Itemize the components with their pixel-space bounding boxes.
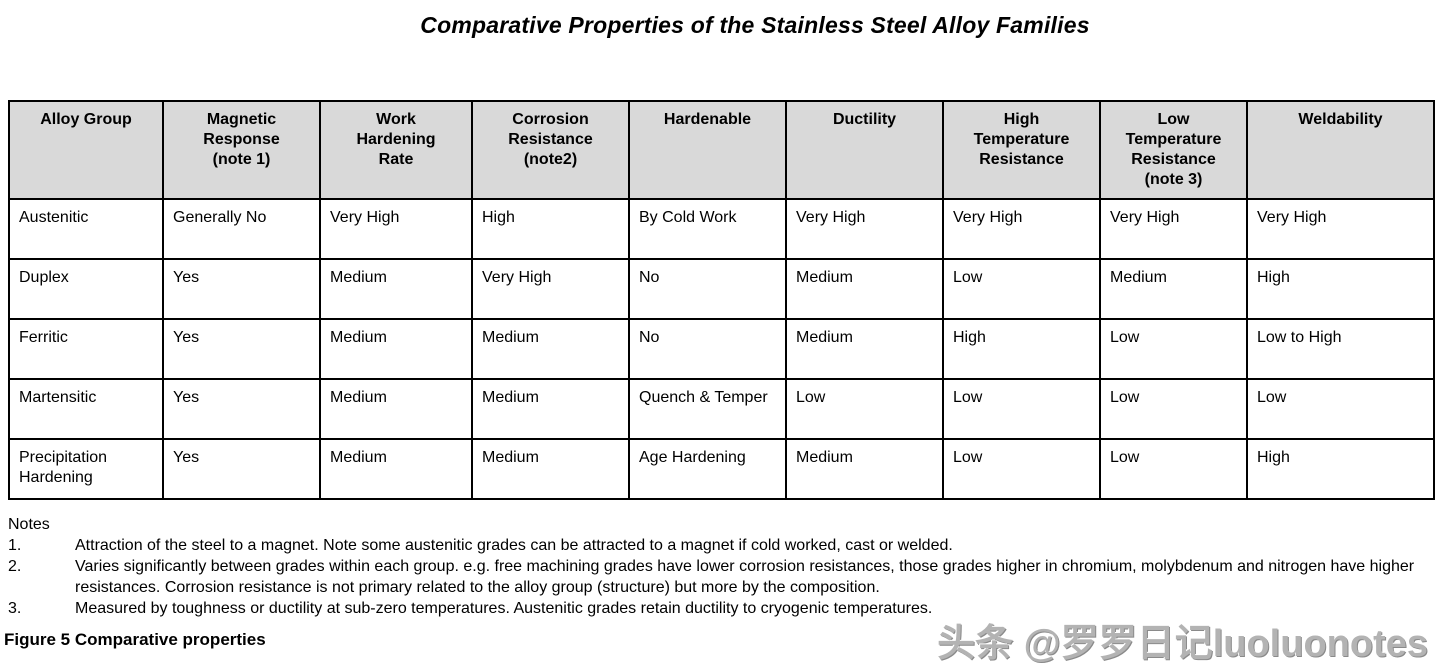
- data-cell: Medium: [319, 258, 473, 320]
- note-number: 3.: [8, 600, 22, 617]
- data-cell: Medium: [785, 318, 944, 380]
- notes-section: Notes 1. Attraction of the steel to a mag…: [8, 514, 1436, 619]
- data-cell: High: [1246, 258, 1435, 320]
- data-cell: Medium: [471, 378, 630, 440]
- data-cell: Medium: [471, 438, 630, 500]
- table-row: Precipitation Hardening Yes Medium Medium Ag…: [8, 438, 1435, 500]
- table-row: Duplex Yes Medium Very High No Medium Low Mediu…: [8, 258, 1435, 320]
- data-cell: Low: [785, 378, 944, 440]
- note-number: 2.: [8, 558, 22, 575]
- data-cell: Very High: [942, 198, 1101, 260]
- data-cell: Yes: [162, 438, 321, 500]
- data-cell: Low: [1099, 378, 1248, 440]
- column-header-6: High Temperature Resistance: [942, 100, 1101, 200]
- data-cell: Medium: [471, 318, 630, 380]
- column-header-2: Work Hardening Rate: [319, 100, 473, 200]
- data-cell: High: [471, 198, 630, 260]
- row-header-cell: Precipitation Hardening: [8, 438, 164, 500]
- notes-list: 1. Attraction of the steel to a magnet. N…: [8, 535, 1436, 619]
- header-row: Alloy Group Magnetic Response (note 1) Wor…: [8, 100, 1435, 200]
- data-cell: Very High: [471, 258, 630, 320]
- data-cell: By Cold Work: [628, 198, 787, 260]
- note-text: Varies significantly between grades with…: [75, 558, 1415, 596]
- column-header-8: Weldability: [1246, 100, 1435, 200]
- data-cell: Low: [942, 378, 1101, 440]
- row-header-cell: Duplex: [8, 258, 164, 320]
- data-cell: Low: [1246, 378, 1435, 440]
- data-cell: Medium: [319, 438, 473, 500]
- data-cell: Yes: [162, 378, 321, 440]
- data-cell: Very High: [319, 198, 473, 260]
- data-cell: Medium: [785, 438, 944, 500]
- column-header-7: Low Temperature Resistance (note 3): [1099, 100, 1248, 200]
- data-cell: Low: [942, 438, 1101, 500]
- data-cell: Low: [1099, 318, 1248, 380]
- note-item: 2. Varies significantly between grades wi…: [8, 556, 1436, 598]
- properties-table: Alloy Group Magnetic Response (note 1) Wor…: [8, 100, 1435, 500]
- data-cell: Very High: [1099, 198, 1248, 260]
- column-header-4: Hardenable: [628, 100, 787, 200]
- notes-heading: Notes: [8, 516, 50, 533]
- table-row: Austenitic Generally No Very High High By Co…: [8, 198, 1435, 260]
- data-cell: High: [942, 318, 1101, 380]
- note-number: 1.: [8, 537, 22, 554]
- table-row: Martensitic Yes Medium Medium Quench & Tempe…: [8, 378, 1435, 440]
- data-cell: Medium: [785, 258, 944, 320]
- note-item: 3. Measured by toughness or ductility at …: [8, 598, 1436, 619]
- data-cell: Very High: [1246, 198, 1435, 260]
- column-header-0: Alloy Group: [8, 100, 164, 200]
- column-header-5: Ductility: [785, 100, 944, 200]
- data-cell: Low to High: [1246, 318, 1435, 380]
- row-header-cell: Austenitic: [8, 198, 164, 260]
- data-cell: Medium: [319, 318, 473, 380]
- data-cell: Age Hardening: [628, 438, 787, 500]
- table-row: Ferritic Yes Medium Medium No Medium High Low Lo…: [8, 318, 1435, 380]
- row-header-cell: Ferritic: [8, 318, 164, 380]
- data-cell: Generally No: [162, 198, 321, 260]
- note-text: Attraction of the steel to a magnet. Not…: [75, 537, 953, 554]
- data-cell: High: [1246, 438, 1435, 500]
- figure-caption: Figure 5 Comparative properties: [4, 630, 266, 649]
- data-cell: Medium: [319, 378, 473, 440]
- data-cell: Yes: [162, 318, 321, 380]
- data-cell: Very High: [785, 198, 944, 260]
- page-title: Comparative Properties of the Stainless …: [420, 12, 1090, 38]
- data-cell: Medium: [1099, 258, 1248, 320]
- table-header: Alloy Group Magnetic Response (note 1) Wor…: [8, 100, 1435, 200]
- data-cell: Yes: [162, 258, 321, 320]
- watermark: 头条 @罗罗日记luoluonotes: [937, 623, 1428, 665]
- column-header-1: Magnetic Response (note 1): [162, 100, 321, 200]
- note-item: 1. Attraction of the steel to a magnet. N…: [8, 535, 1436, 556]
- row-header-cell: Martensitic: [8, 378, 164, 440]
- data-cell: No: [628, 318, 787, 380]
- data-cell: Low: [1099, 438, 1248, 500]
- table-body: Austenitic Generally No Very High High By Co…: [8, 198, 1435, 500]
- column-header-3: Corrosion Resistance (note2): [471, 100, 630, 200]
- data-cell: Quench & Temper: [628, 378, 787, 440]
- data-cell: No: [628, 258, 787, 320]
- data-cell: Low: [942, 258, 1101, 320]
- note-text: Measured by toughness or ductility at su…: [75, 600, 933, 617]
